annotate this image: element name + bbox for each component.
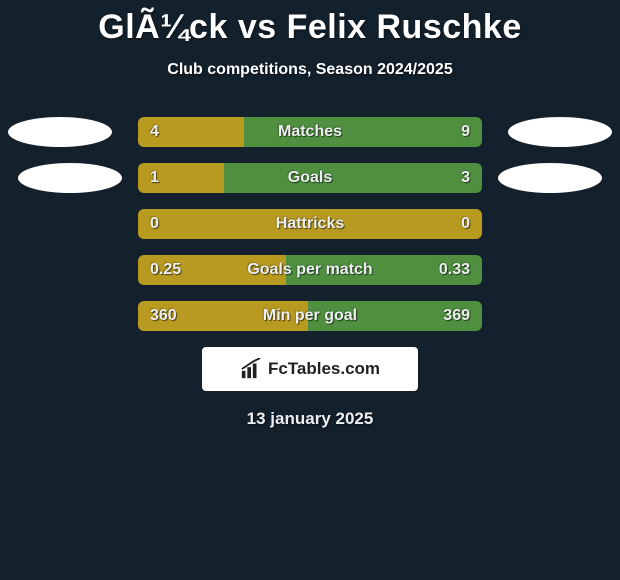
stat-label: Goals per match	[247, 261, 372, 279]
fctables-logo-icon	[240, 358, 262, 380]
source-badge-text: FcTables.com	[268, 359, 380, 379]
stat-value-left: 360	[150, 307, 177, 325]
date-label: 13 january 2025	[0, 409, 620, 429]
player-right-marker	[498, 163, 602, 193]
stat-value-right: 0.33	[439, 261, 470, 279]
player-left-marker	[8, 117, 112, 147]
stat-value-left: 0.25	[150, 261, 181, 279]
stat-bar: 0 0 Hattricks	[138, 209, 482, 239]
stat-row: 4 9 Matches	[0, 117, 620, 147]
subtitle: Club competitions, Season 2024/2025	[0, 61, 620, 79]
stat-bar: 4 9 Matches	[138, 117, 482, 147]
stat-label: Min per goal	[263, 307, 357, 325]
comparison-chart: 4 9 Matches 1 3 Goals 0 0 Hattricks 0.25 0.33 Goals…	[0, 117, 620, 331]
page-title: GlÃ¼ck vs Felix Ruschke	[0, 0, 620, 47]
stat-bar: 360 369 Min per goal	[138, 301, 482, 331]
stat-value-right: 9	[461, 123, 470, 141]
stat-label: Hattricks	[276, 215, 344, 233]
stat-label: Goals	[288, 169, 332, 187]
stat-bar-right-fill	[224, 163, 482, 193]
stat-row: 360 369 Min per goal	[0, 301, 620, 331]
player-left-marker	[18, 163, 122, 193]
stat-value-right: 369	[443, 307, 470, 325]
player-right-marker	[508, 117, 612, 147]
stat-row: 1 3 Goals	[0, 163, 620, 193]
stat-value-left: 4	[150, 123, 159, 141]
stat-row: 0.25 0.33 Goals per match	[0, 255, 620, 285]
stat-value-right: 0	[461, 215, 470, 233]
stat-label: Matches	[278, 123, 342, 141]
stat-bar: 1 3 Goals	[138, 163, 482, 193]
stat-row: 0 0 Hattricks	[0, 209, 620, 239]
stat-value-left: 1	[150, 169, 159, 187]
source-badge: FcTables.com	[202, 347, 418, 391]
stat-value-right: 3	[461, 169, 470, 187]
stat-value-left: 0	[150, 215, 159, 233]
stat-bar: 0.25 0.33 Goals per match	[138, 255, 482, 285]
